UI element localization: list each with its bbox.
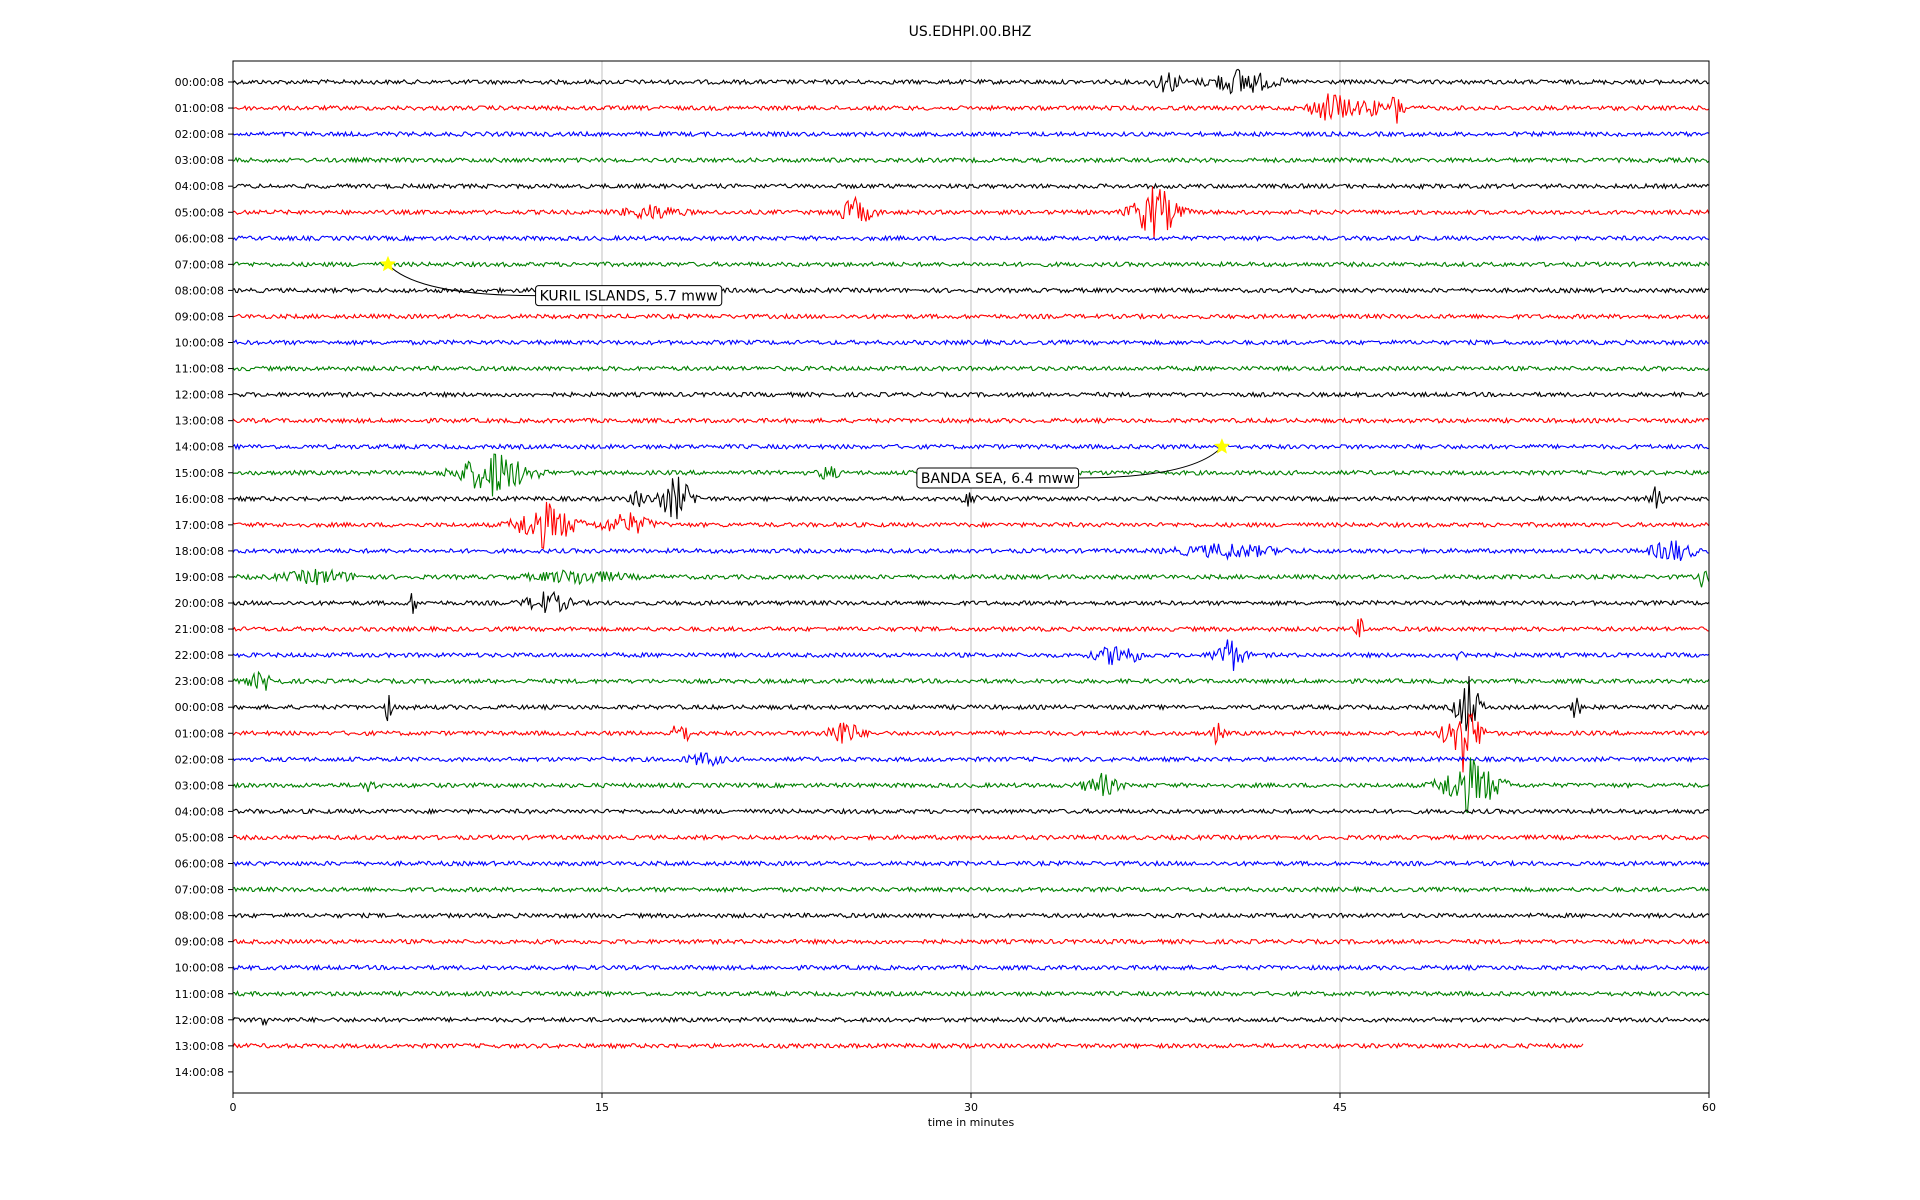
y-tick-label: 01:00:08 (175, 102, 224, 115)
trace-row (232, 93, 1710, 124)
y-tick-label: 00:00:08 (175, 76, 224, 89)
trace-row (232, 234, 1710, 242)
trace-row (232, 501, 1710, 550)
trace-row (232, 476, 1710, 520)
trace-row (232, 757, 1710, 814)
y-tick-label: 07:00:08 (175, 884, 224, 897)
y-tick-label: 23:00:08 (175, 675, 224, 688)
y-tick-label: 02:00:08 (175, 128, 224, 141)
y-tick-label: 12:00:08 (175, 389, 224, 402)
y-tick-label: 16:00:08 (175, 493, 224, 506)
trace-row (232, 364, 1710, 373)
y-tick-label: 04:00:08 (175, 180, 224, 193)
trace-row (232, 885, 1710, 894)
x-tick-label: 30 (964, 1101, 978, 1114)
trace-row (232, 540, 1710, 561)
trace-row (232, 639, 1710, 671)
event-star-icon (1213, 438, 1231, 454)
y-tick-label: 03:00:08 (175, 779, 224, 792)
y-tick-label: 09:00:08 (175, 310, 224, 323)
event-connector (387, 264, 536, 297)
trace-row (232, 156, 1710, 164)
traces (232, 68, 1710, 1050)
y-tick-label: 14:00:08 (175, 1066, 224, 1079)
y-tick-label: 10:00:08 (175, 337, 224, 350)
x-axis: 0 15 30 45 60 (230, 1093, 1716, 1114)
y-tick-label: 02:00:08 (175, 753, 224, 766)
y-tick-label: 19:00:08 (175, 571, 224, 584)
y-tick-label: 08:00:08 (175, 910, 224, 923)
trace-row (232, 260, 1710, 268)
trace-row (232, 568, 1710, 588)
y-tick-label: 10:00:08 (175, 962, 224, 975)
y-tick-label: 21:00:08 (175, 623, 224, 636)
y-tick-label: 08:00:08 (175, 284, 224, 297)
trace-row (232, 964, 1710, 972)
y-tick-label: 05:00:08 (175, 206, 224, 219)
x-tick-label: 0 (230, 1101, 237, 1114)
y-tick-label: 18:00:08 (175, 545, 224, 558)
y-tick-label: 01:00:08 (175, 727, 224, 740)
y-tick-label: 13:00:08 (175, 1040, 224, 1053)
trace-row (232, 752, 1710, 768)
trace-row (232, 130, 1710, 138)
y-tick-label: 06:00:08 (175, 232, 224, 245)
x-tick-label: 45 (1333, 1101, 1347, 1114)
trace-row (232, 937, 1710, 946)
x-axis-label: time in minutes (928, 1116, 1015, 1129)
y-tick-label: 17:00:08 (175, 519, 224, 532)
y-tick-label: 00:00:08 (175, 701, 224, 714)
y-tick-label: 20:00:08 (175, 597, 224, 610)
chart-title: US.EDHPI.00.BHZ (909, 24, 1032, 40)
y-tick-label: 09:00:08 (175, 936, 224, 949)
y-tick-label: 11:00:08 (175, 988, 224, 1001)
trace-row (232, 338, 1710, 347)
trace-row (232, 670, 1710, 691)
y-tick-label: 15:00:08 (175, 467, 224, 480)
event-markers: KURIL ISLANDS, 5.7 mww BANDA SEA, 6.4 mww (379, 255, 1231, 489)
trace-row (232, 859, 1710, 867)
trace-row (232, 1016, 1710, 1027)
trace-row (232, 676, 1710, 732)
y-tick-label: 07:00:08 (175, 258, 224, 271)
trace-row (233, 990, 1710, 998)
trace-row (232, 443, 1710, 451)
y-tick-label: 03:00:08 (175, 154, 224, 167)
y-tick-label: 12:00:08 (175, 1014, 224, 1027)
y-tick-label: 04:00:08 (175, 805, 224, 818)
trace-row (232, 618, 1710, 638)
trace-row (232, 712, 1710, 773)
event-label: KURIL ISLANDS, 5.7 mww (540, 289, 718, 305)
y-tick-label: 11:00:08 (175, 363, 224, 376)
event-label: BANDA SEA, 6.4 mww (921, 471, 1075, 487)
y-tick-label: 05:00:08 (175, 831, 224, 844)
y-axis: 00:00:08 01:00:08 02:00:08 03:00:08 04:00:08… (175, 76, 233, 1079)
y-tick-label: 06:00:08 (175, 858, 224, 871)
trace-row (232, 182, 1710, 190)
trace-row (232, 833, 1710, 842)
y-tick-label: 22:00:08 (175, 649, 224, 662)
x-tick-label: 15 (595, 1101, 609, 1114)
trace-row (232, 286, 1710, 295)
x-tick-label: 60 (1702, 1101, 1716, 1114)
trace-row (232, 590, 1710, 614)
y-tick-label: 13:00:08 (175, 415, 224, 428)
trace-row (232, 186, 1710, 239)
y-tick-label: 14:00:08 (175, 441, 224, 454)
trace-row (232, 312, 1710, 321)
trace-row (232, 807, 1710, 816)
trace-row (232, 390, 1710, 399)
trace-row (232, 68, 1710, 95)
event-star-icon (379, 255, 397, 272)
event-connector (1078, 446, 1223, 479)
trace-row (232, 416, 1710, 425)
trace-row (232, 1042, 1584, 1050)
trace-row (232, 911, 1710, 920)
